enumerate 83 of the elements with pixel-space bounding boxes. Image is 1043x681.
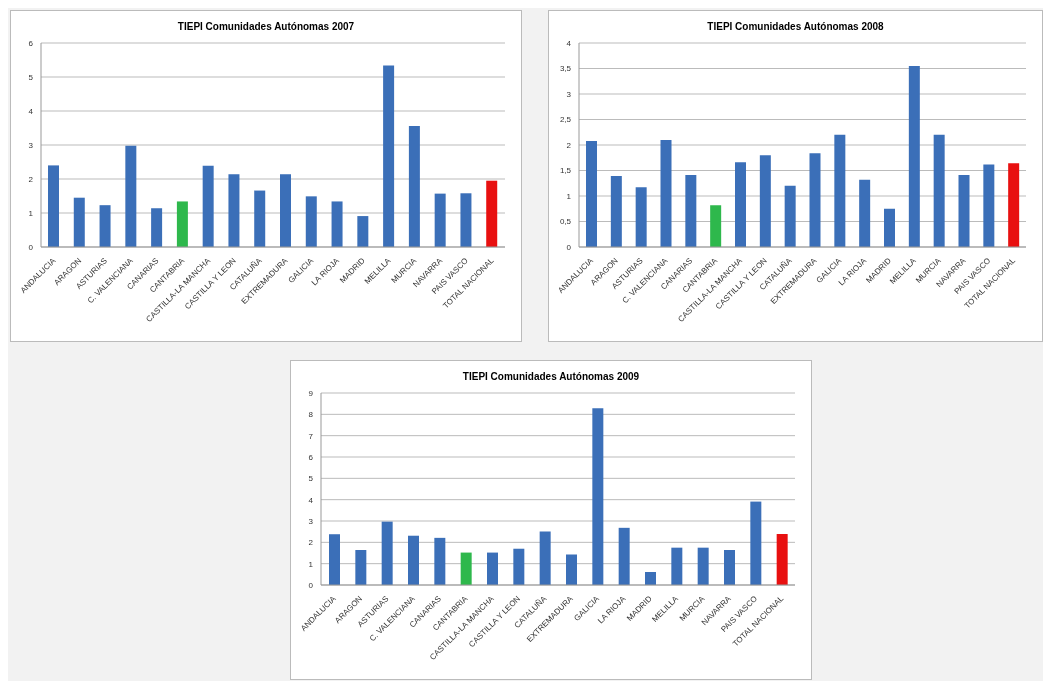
bar <box>408 125 420 247</box>
bar <box>884 208 895 247</box>
bar <box>487 552 498 585</box>
bar <box>618 527 630 585</box>
bar <box>610 176 622 247</box>
bar <box>958 175 970 247</box>
bar <box>202 165 214 247</box>
bar <box>125 145 137 247</box>
bar <box>280 174 291 247</box>
y-tick-label: 2 <box>308 538 314 548</box>
y-tick-label: 5 <box>308 474 314 484</box>
bar <box>357 216 369 247</box>
bar <box>176 201 188 247</box>
y-tick-label: 0,5 <box>559 217 572 227</box>
bar <box>983 164 995 247</box>
y-tick-label: 8 <box>308 410 314 420</box>
bar <box>1008 163 1020 247</box>
y-tick-label: 2 <box>28 174 34 184</box>
y-tick-label: 1 <box>308 559 314 569</box>
bar <box>724 550 735 585</box>
y-tick-label: 1 <box>28 208 34 218</box>
bar <box>566 554 577 585</box>
bar <box>635 187 647 247</box>
bar <box>486 180 498 247</box>
bar <box>383 65 395 247</box>
bar <box>776 534 788 585</box>
bar <box>735 162 746 247</box>
bar <box>685 175 697 247</box>
y-tick-label: 3 <box>566 89 572 99</box>
bar <box>586 140 597 247</box>
chart-title: TIEPI Comunidades Autónomas 2008 <box>706 21 885 34</box>
y-tick-label: 0 <box>28 242 34 252</box>
y-tick-label: 6 <box>308 452 314 462</box>
bar <box>908 65 920 247</box>
bar <box>592 408 604 585</box>
bar <box>355 550 367 585</box>
y-tick-label: 1 <box>566 191 572 201</box>
y-tick-label: 3 <box>28 140 34 150</box>
bar <box>48 165 59 247</box>
bar <box>933 134 945 247</box>
bar <box>671 547 683 585</box>
y-tick-label: 9 <box>308 388 314 398</box>
bar <box>305 196 317 247</box>
bar <box>381 521 393 585</box>
bar <box>750 501 762 585</box>
chart-title: TIEPI Comunidades Autónomas 2009 <box>461 371 641 384</box>
bar <box>434 193 446 247</box>
y-tick-label: 4 <box>566 38 572 48</box>
y-tick-label: 3,5 <box>559 64 572 74</box>
bar <box>151 208 163 247</box>
bar <box>809 153 821 247</box>
bar <box>784 185 796 247</box>
bar <box>99 205 111 247</box>
y-tick-label: 0 <box>566 242 572 252</box>
y-tick-label: 1,5 <box>559 166 572 176</box>
bar <box>408 535 419 585</box>
bar <box>331 201 343 247</box>
bar <box>834 134 846 247</box>
y-tick-label: 4 <box>28 106 34 116</box>
bar <box>759 155 771 247</box>
bar <box>513 548 525 585</box>
bar <box>460 193 472 247</box>
bar <box>329 534 340 585</box>
y-tick-label: 0 <box>308 580 314 590</box>
bar <box>539 531 551 585</box>
y-tick-label: 7 <box>308 431 314 441</box>
y-tick-label: 3 <box>308 516 314 526</box>
bar <box>710 205 722 247</box>
bar <box>460 552 472 585</box>
y-tick-label: 4 <box>308 495 314 505</box>
bar <box>228 174 240 247</box>
y-tick-label: 2,5 <box>559 115 572 125</box>
chart-title: TIEPI Comunidades Autónomas 2007 <box>176 21 356 34</box>
bar <box>434 537 446 585</box>
bar <box>859 179 871 247</box>
bar <box>697 547 709 585</box>
y-tick-label: 6 <box>28 38 34 48</box>
bar <box>660 139 672 247</box>
bar <box>254 190 266 247</box>
y-tick-label: 2 <box>566 140 572 150</box>
bar <box>73 197 85 247</box>
y-tick-label: 5 <box>28 72 34 82</box>
bar <box>645 571 656 585</box>
